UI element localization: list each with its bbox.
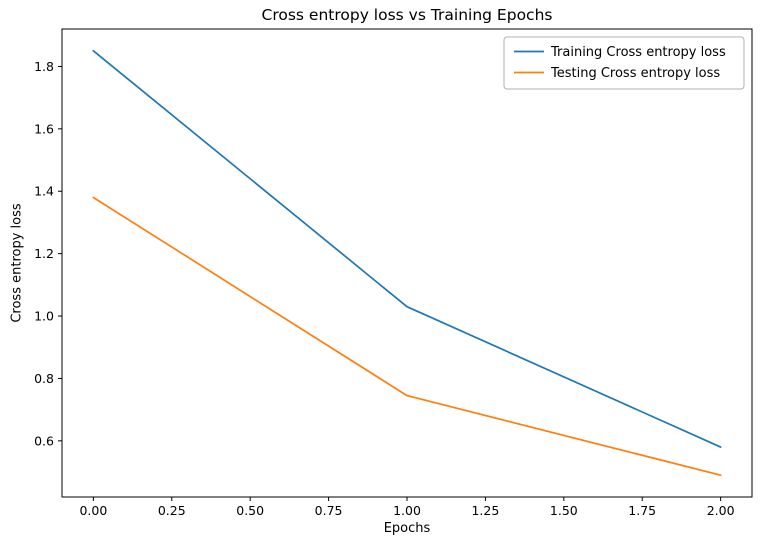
y-tick-label: 1.0	[34, 309, 54, 324]
x-axis-label: Epochs	[383, 521, 431, 536]
y-tick-label: 0.6	[34, 433, 54, 448]
x-tick-label: 2.00	[707, 503, 735, 518]
x-tick-label: 1.50	[550, 503, 578, 518]
y-tick-label: 1.2	[34, 246, 54, 261]
y-tick-label: 1.6	[34, 121, 54, 136]
chart-title: Cross entropy loss vs Training Epochs	[261, 6, 553, 24]
x-tick-label: 0.25	[158, 503, 186, 518]
legend-box	[503, 36, 745, 90]
plot-border	[61, 28, 753, 498]
y-axis-label: Cross entropy loss	[9, 203, 25, 323]
legend-label-1: Testing Cross entropy loss	[550, 66, 720, 81]
y-tick-label: 1.8	[34, 59, 54, 74]
x-tick-label: 0.50	[236, 503, 264, 518]
series-line-0	[92, 49, 722, 448]
x-tick-label: 1.25	[471, 503, 499, 518]
x-tick-label: 1.75	[628, 503, 656, 518]
y-tick-label: 0.8	[34, 371, 54, 386]
series-line-1	[92, 196, 722, 477]
x-tick-label: 0.00	[79, 503, 107, 518]
x-tick-label: 1.00	[393, 503, 421, 518]
legend-label-0: Training Cross entropy loss	[550, 45, 726, 60]
x-tick-label: 0.75	[315, 503, 343, 518]
y-tick-label: 1.4	[34, 184, 54, 199]
